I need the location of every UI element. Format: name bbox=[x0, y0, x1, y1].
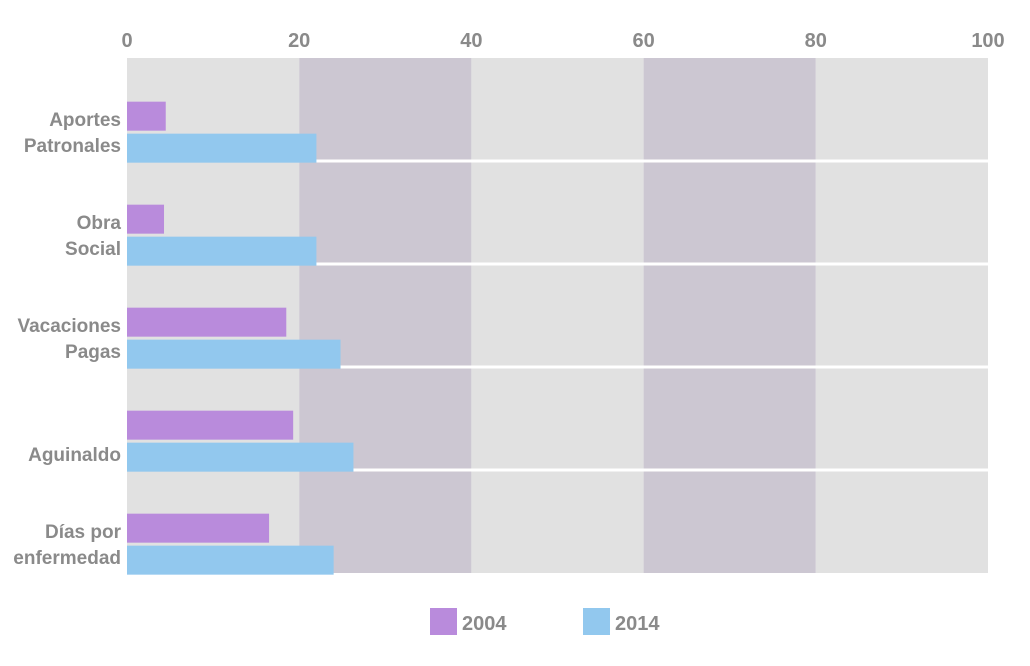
bar-2004 bbox=[127, 513, 270, 543]
legend-label-2004: 2004 bbox=[462, 613, 507, 635]
x-tick-label: 20 bbox=[288, 30, 310, 52]
background-band bbox=[815, 58, 988, 573]
x-tick-label: 0 bbox=[121, 30, 132, 52]
x-axis-ticks: 0 20 40 60 80 100 bbox=[121, 30, 1004, 52]
category-labels: Aportes Patronales Obra Social Vacaciones Pag… bbox=[13, 110, 121, 569]
legend-label-2014: 2014 bbox=[615, 613, 660, 635]
bar-2014 bbox=[127, 133, 317, 163]
background-band bbox=[299, 58, 472, 573]
legend-swatch-2004 bbox=[430, 608, 457, 635]
category-label: Aportes Patronales bbox=[24, 110, 121, 157]
bar-2004 bbox=[127, 101, 166, 131]
bar-2014 bbox=[127, 236, 317, 266]
bar-2014 bbox=[127, 545, 334, 575]
background-band bbox=[471, 58, 644, 573]
bar-2004 bbox=[127, 204, 165, 234]
category-label: Vacaciones Pagas bbox=[17, 316, 121, 363]
legend: 2004 2014 bbox=[430, 608, 660, 635]
category-label: Obra Social bbox=[65, 213, 121, 260]
x-tick-label: 60 bbox=[632, 30, 654, 52]
background-bands bbox=[127, 58, 988, 573]
category-label: Días por enfermedad bbox=[13, 522, 121, 569]
legend-swatch-2014 bbox=[583, 608, 610, 635]
bar-2014 bbox=[127, 442, 354, 472]
x-tick-label: 80 bbox=[805, 30, 827, 52]
category-label: Aguinaldo bbox=[28, 445, 121, 466]
bar-2004 bbox=[127, 307, 287, 337]
bar-2004 bbox=[127, 410, 294, 440]
x-tick-label: 100 bbox=[971, 30, 1004, 52]
bar-2014 bbox=[127, 339, 341, 369]
background-band bbox=[643, 58, 816, 573]
x-tick-label: 40 bbox=[460, 30, 482, 52]
bars bbox=[127, 101, 354, 575]
